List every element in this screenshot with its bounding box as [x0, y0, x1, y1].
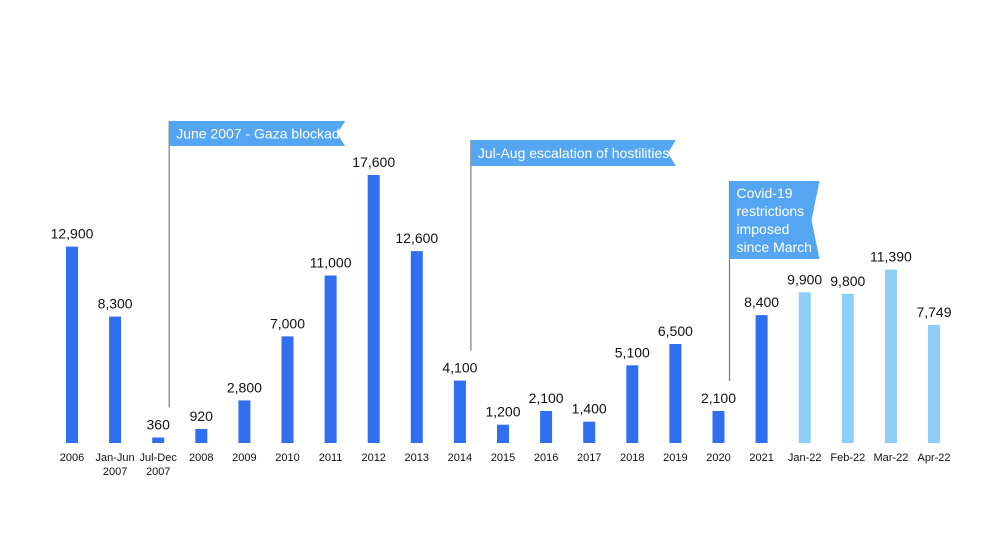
x-tick-label: 2011: [319, 452, 343, 464]
bar: [281, 336, 294, 443]
x-tick-label: 2021: [749, 452, 773, 464]
data-label: 4,100: [442, 360, 477, 376]
data-label: 7,749: [916, 304, 951, 320]
annotation-flag: [729, 181, 820, 259]
x-tick-label: 2015: [491, 452, 515, 464]
bar: [109, 316, 122, 443]
data-label: 920: [190, 408, 214, 424]
data-label: 12,600: [395, 230, 438, 246]
data-label: 5,100: [615, 344, 650, 360]
x-tick-label: Apr-22: [917, 452, 950, 464]
x-tick-label: Jan-Jun: [96, 452, 135, 464]
x-tick-label: 2019: [663, 452, 687, 464]
bar: [410, 251, 423, 443]
data-label: 1,200: [485, 404, 520, 420]
bar: [540, 411, 553, 443]
bar: [195, 429, 208, 443]
x-tick-label: Feb-22: [830, 452, 865, 464]
x-tick-label: 2009: [232, 452, 256, 464]
bar: [497, 424, 509, 443]
data-label: 11,000: [310, 255, 352, 271]
bar: [798, 292, 811, 444]
bar: [928, 325, 940, 443]
data-label: 1,400: [572, 401, 607, 417]
annotation-flag: [470, 140, 676, 166]
x-tick-label: 2016: [534, 452, 558, 464]
bar: [152, 437, 165, 443]
bar: [755, 315, 768, 443]
x-tick-label: Jul-Dec: [140, 452, 178, 464]
x-tick-label: Mar-22: [873, 452, 908, 464]
x-tick-label: 2012: [361, 452, 385, 464]
bar: [238, 400, 251, 443]
data-label: 12,900: [51, 226, 94, 242]
x-tick-label: 2013: [405, 452, 429, 464]
bar: [626, 365, 639, 443]
x-tick-label: 2018: [620, 452, 644, 464]
data-label: 17,600: [352, 154, 395, 170]
x-tick-label: Jan-22: [788, 452, 822, 464]
x-tick-label: 2014: [448, 452, 472, 464]
data-label: 2,100: [701, 390, 736, 406]
annotation-text: restrictions: [737, 203, 805, 219]
data-label: 360: [147, 417, 171, 433]
bar: [66, 246, 78, 443]
annotation-text: imposed: [737, 221, 790, 237]
annotation-text: Jul-Aug escalation of hostilities: [478, 145, 669, 161]
x-tick-label: 2007: [146, 466, 170, 478]
x-tick-label: 2020: [706, 452, 730, 464]
bar: [669, 344, 682, 443]
x-tick-label: 2010: [275, 452, 299, 464]
bar: [324, 275, 337, 443]
annotation-text: June 2007 - Gaza blockade: [176, 126, 347, 142]
bar: [367, 175, 380, 443]
data-label: 8,300: [98, 296, 133, 312]
x-tick-label: 2007: [103, 466, 127, 478]
x-tick-label: 2008: [189, 452, 213, 464]
data-label: 2,800: [227, 379, 262, 395]
data-label: 8,400: [744, 294, 779, 310]
data-label: 7,000: [270, 315, 305, 331]
annotation-text: since March: [737, 239, 812, 255]
data-label: 9,800: [830, 273, 865, 289]
x-tick-label: 2017: [577, 452, 601, 464]
bar: [841, 293, 854, 443]
annotation-text: Covid-19: [737, 185, 793, 201]
annotation-flag: [169, 121, 346, 146]
data-label: 9,900: [787, 271, 822, 287]
bar: [712, 411, 725, 443]
data-label: 11,390: [870, 249, 912, 265]
bar: [583, 421, 596, 443]
bar: [453, 380, 466, 443]
data-label: 2,100: [529, 390, 564, 406]
bar: [884, 269, 897, 443]
x-tick-label: 2006: [60, 452, 84, 464]
data-label: 6,500: [658, 323, 693, 339]
